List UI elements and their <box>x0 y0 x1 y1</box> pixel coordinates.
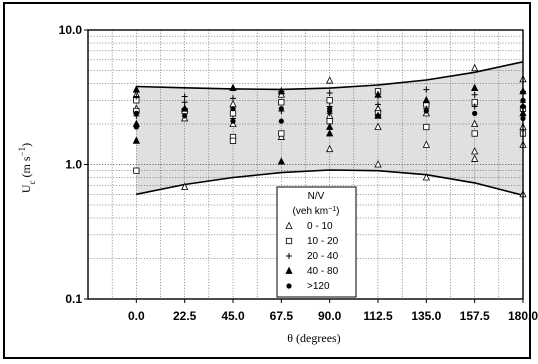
data-point <box>472 110 478 116</box>
data-point <box>471 130 478 137</box>
data-point <box>181 182 189 190</box>
legend-marker <box>285 237 293 245</box>
x-tick-label: 157.5 <box>460 309 490 323</box>
data-point <box>326 97 333 104</box>
y-axis-title: Uc (m s−1) <box>17 143 37 193</box>
data-point <box>229 110 237 117</box>
legend-label: 0 - 10 <box>307 221 333 232</box>
x-tick-label: 45.0 <box>221 309 245 323</box>
x-tick-label: 67.5 <box>270 309 294 323</box>
x-tick-label: 112.5 <box>363 309 393 323</box>
data-point <box>278 99 285 106</box>
y-axis-title-close: ) <box>19 143 33 147</box>
data-point <box>230 95 236 102</box>
data-point <box>277 157 285 165</box>
y-axis-title-main: U <box>19 184 33 193</box>
data-point <box>182 113 188 119</box>
x-tick-label: 135.0 <box>411 309 441 323</box>
y-tick-label: 1.0 <box>65 158 82 172</box>
data-point <box>181 104 189 112</box>
data-point <box>422 95 430 104</box>
y-axis-title-unit: (m s <box>19 156 33 180</box>
x-tick-label: 22.5 <box>173 309 197 323</box>
x-tick-label: 0.0 <box>128 309 145 323</box>
data-point <box>374 122 382 130</box>
data-point <box>181 93 188 100</box>
data-point <box>374 90 382 98</box>
data-point <box>374 160 382 168</box>
data-point <box>277 86 285 95</box>
legend-marker <box>285 221 293 229</box>
data-point <box>422 140 430 148</box>
data-point <box>423 123 430 131</box>
legend-subtitle-sup: −1 <box>328 206 336 213</box>
x-tick-label: 90.0 <box>318 309 342 323</box>
data-point <box>326 129 334 137</box>
data-point <box>132 136 140 144</box>
data-point <box>230 106 236 112</box>
data-point <box>471 147 479 155</box>
envelope-lower-curve <box>136 169 524 197</box>
data-point <box>326 76 334 84</box>
data-point <box>133 167 140 174</box>
legend-label: 20 - 40 <box>307 251 339 262</box>
y-axis-title-sub: c <box>27 180 37 184</box>
legend-label: >120 <box>307 281 330 292</box>
data-point <box>423 86 430 93</box>
x-axis-title: θ (degrees) <box>287 331 340 345</box>
data-point <box>375 101 381 108</box>
data-point <box>230 118 236 124</box>
data-point <box>471 63 479 72</box>
legend-marker <box>286 253 292 259</box>
data-point <box>423 108 429 114</box>
data-point <box>133 124 139 130</box>
legend-marker <box>286 283 292 289</box>
data-point <box>471 83 479 91</box>
y-tick-label: 0.1 <box>65 292 82 306</box>
legend-subtitle-main: (veh km <box>293 206 329 217</box>
y-axis-title-sup: −1 <box>17 147 27 157</box>
x-tick-label: 180.0 <box>508 309 538 323</box>
legend-title: N/V <box>308 191 325 202</box>
data-point <box>133 110 139 116</box>
data-point <box>471 103 478 110</box>
data-point <box>278 130 285 137</box>
data-point <box>133 93 140 100</box>
data-point <box>278 118 284 124</box>
data-point <box>326 144 334 153</box>
data-point <box>278 106 284 112</box>
series-4 <box>133 97 526 130</box>
data-point <box>326 90 333 97</box>
legend-subtitle-close: ) <box>336 206 339 217</box>
legend-subtitle: (veh km−1) <box>293 206 340 218</box>
data-point <box>471 91 478 98</box>
legend-marker <box>285 266 293 274</box>
data-point <box>326 122 334 130</box>
data-point <box>229 83 237 91</box>
data-point <box>471 119 479 127</box>
legend-label: 10 - 20 <box>307 236 339 247</box>
data-point <box>471 154 479 162</box>
legend-label: 40 - 80 <box>307 266 339 277</box>
envelope-upper-curve <box>136 61 524 91</box>
data-point <box>375 113 381 119</box>
data-point <box>229 137 237 144</box>
data-point <box>327 108 333 114</box>
data-point <box>132 85 140 93</box>
y-tick-label: 10.0 <box>59 23 83 37</box>
data-point <box>422 173 430 181</box>
